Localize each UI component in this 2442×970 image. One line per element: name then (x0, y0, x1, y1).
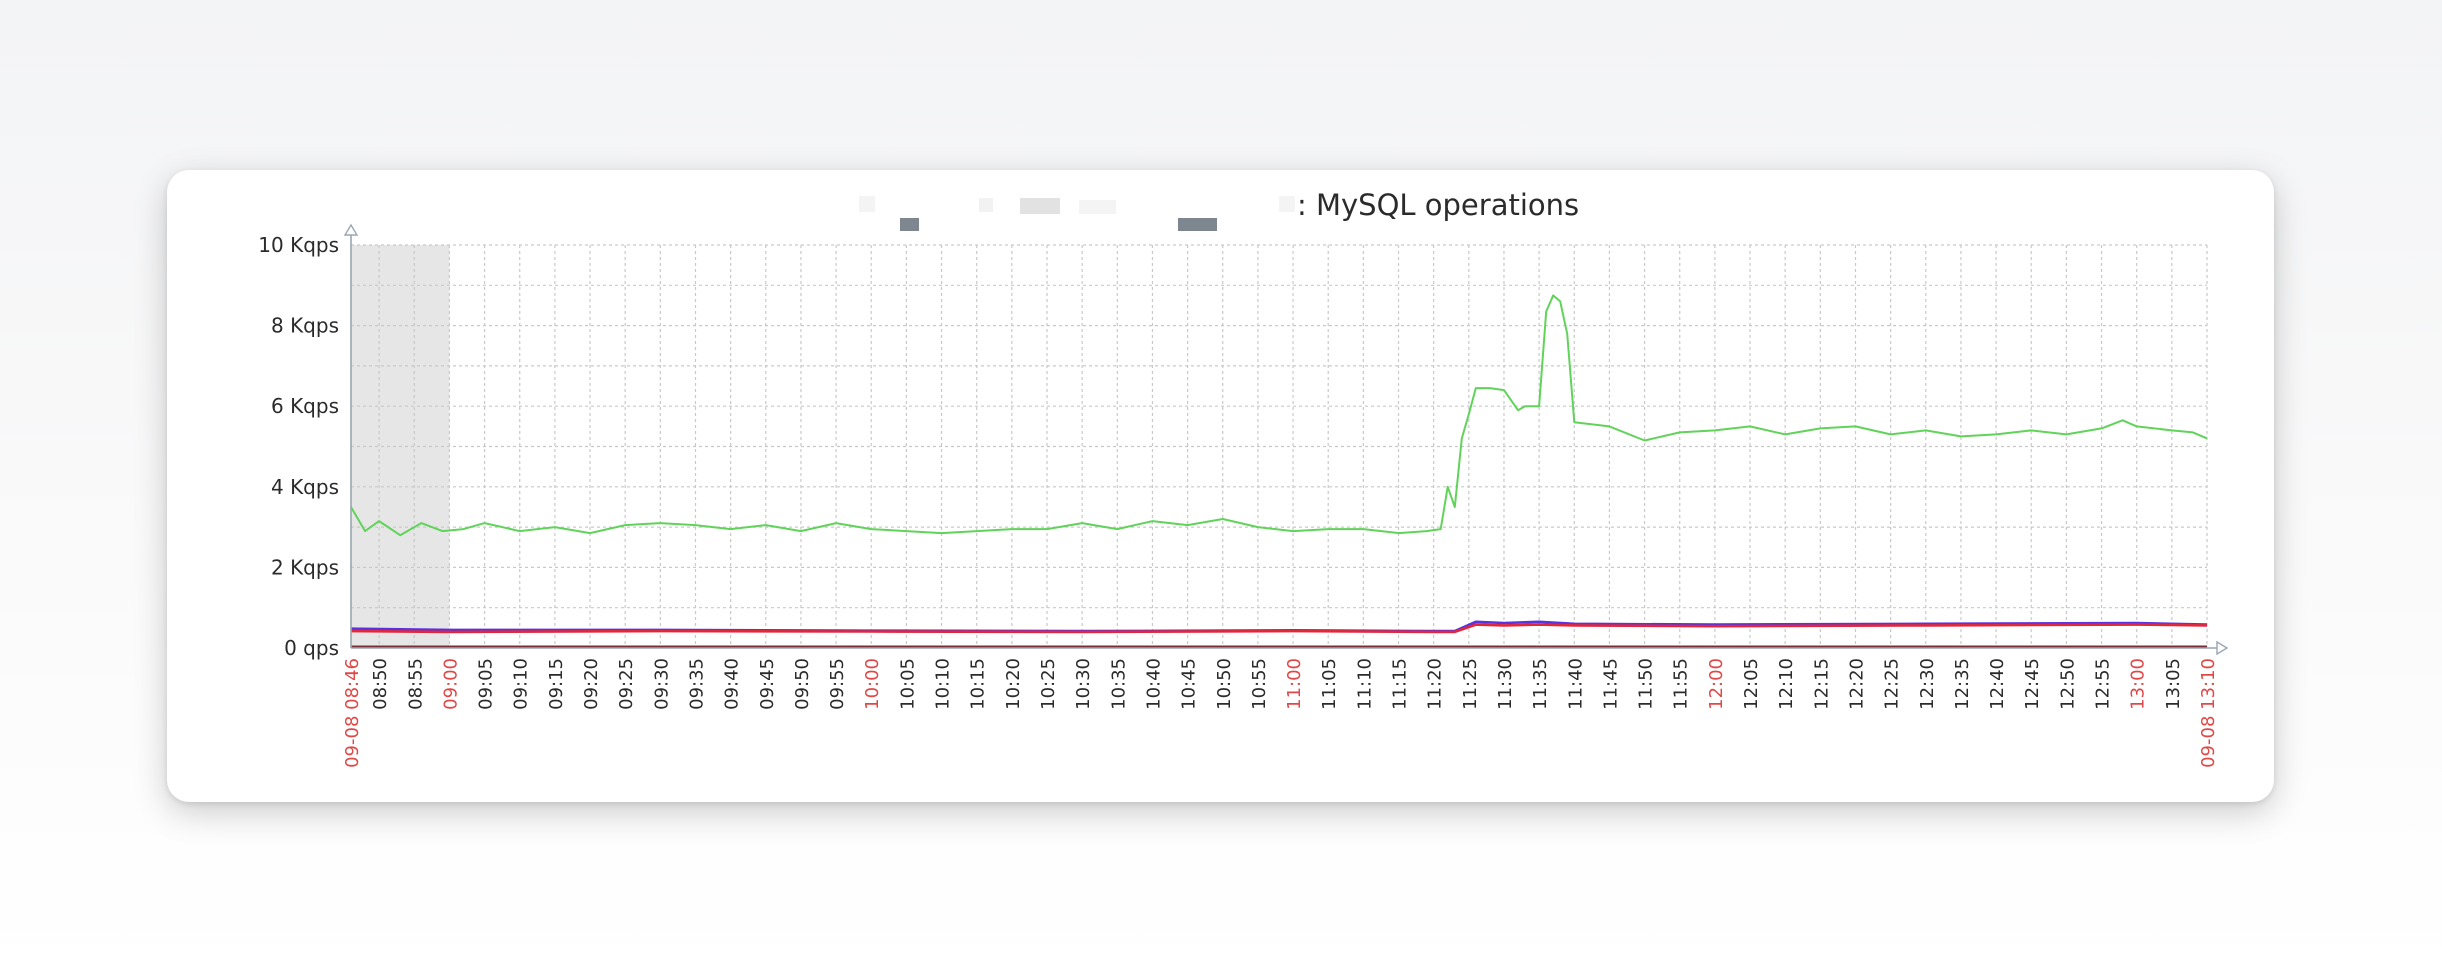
x-tick-label: 09:00 (440, 658, 461, 710)
x-tick-label: 10:15 (968, 658, 989, 710)
grid-y (351, 244, 2207, 609)
x-tick-label: 09-08 08:46 (342, 658, 363, 768)
x-tick-label: 12:15 (1811, 658, 1832, 710)
x-tick-label: 09-08 13:10 (2198, 658, 2219, 768)
x-axis-arrow (2216, 640, 2229, 656)
x-tick-label: 13:05 (2163, 658, 2184, 710)
x-tick-label: 12:00 (1706, 658, 1727, 710)
x-tick-label: 11:10 (1354, 658, 1375, 710)
y-tick-label: 10 Kqps (258, 233, 339, 257)
x-tick-label: 10:20 (1003, 658, 1024, 710)
x-tick-label: 09:10 (511, 658, 532, 710)
mysql-operations-chart: : MySQL operations 0 qps 2 Kqps 4 Kqps 6 Kq… (258, 188, 2229, 768)
x-tick-label: 12:45 (2022, 658, 2043, 710)
x-tick-label: 09:45 (757, 658, 778, 710)
x-tick-label: 11:05 (1319, 658, 1340, 710)
x-tick-label: 10:35 (1108, 658, 1129, 710)
x-tick-label: 11:55 (1671, 658, 1692, 710)
x-tick-label: 13:00 (2128, 658, 2149, 710)
x-tick-label: 12:10 (1776, 658, 1797, 710)
x-tick-label: 09:25 (616, 658, 637, 710)
y-tick-label: 6 Kqps (271, 394, 339, 418)
x-tick-label: 11:30 (1495, 658, 1516, 710)
grid-x (378, 245, 2208, 648)
x-tick-label: 12:35 (1952, 658, 1973, 710)
y-tick-label: 0 qps (284, 636, 339, 660)
x-tick-label: 10:00 (862, 658, 883, 710)
y-tick-label: 8 Kqps (271, 314, 339, 338)
graph-card: : MySQL operations 0 qps 2 Kqps 4 Kqps 6 Kq… (167, 170, 2274, 802)
x-tick-label: 10:30 (1073, 658, 1094, 710)
x-tick-label: 12:55 (2093, 658, 2114, 710)
x-tick-label: 12:50 (2057, 658, 2078, 710)
x-tick-label: 09:50 (792, 658, 813, 710)
y-axis-arrow (343, 223, 359, 236)
x-tick-label: 11:50 (1636, 658, 1657, 710)
x-tick-label: 10:25 (1038, 658, 1059, 710)
x-tick-label: 09:55 (827, 658, 848, 710)
x-tick-label: 10:55 (1249, 658, 1270, 710)
y-tick-label: 4 Kqps (271, 475, 339, 499)
x-tick-label: 11:40 (1565, 658, 1586, 710)
title-redaction (859, 196, 1295, 231)
x-tick-label: 11:45 (1600, 658, 1621, 710)
x-tick-label: 10:50 (1214, 658, 1235, 710)
x-tick-label: 10:40 (1143, 658, 1164, 710)
x-tick-label: 09:35 (686, 658, 707, 710)
x-tick-label: 10:10 (933, 658, 954, 710)
y-tick-labels: 0 qps 2 Kqps 4 Kqps 6 Kqps 8 Kqps 10 Kqps (258, 233, 339, 660)
x-tick-label: 08:55 (405, 658, 426, 710)
x-tick-label: 09:40 (722, 658, 743, 710)
series-line-1 (350, 294, 2208, 537)
series-line-3 (350, 623, 2208, 634)
x-tick-label: 11:35 (1530, 658, 1551, 710)
x-tick-label: 09:15 (546, 658, 567, 710)
x-tick-label: 08:50 (370, 658, 391, 710)
x-tick-label: 10:05 (897, 658, 918, 710)
y-tick-label: 2 Kqps (271, 555, 339, 579)
x-tick-label: 12:20 (1846, 658, 1867, 710)
x-tick-label: 11:25 (1460, 658, 1481, 710)
x-tick-label: 09:20 (581, 658, 602, 710)
x-tick-label: 10:45 (1179, 658, 1200, 710)
series-layer (350, 294, 2208, 649)
x-tick-label: 11:15 (1390, 658, 1411, 710)
x-tick-label: 12:25 (1882, 658, 1903, 710)
x-tick-label: 12:05 (1741, 658, 1762, 710)
x-tick-label: 09:30 (651, 658, 672, 710)
x-tick-label: 12:40 (1987, 658, 2008, 710)
axes (343, 223, 2229, 656)
x-tick-label: 12:30 (1917, 658, 1938, 710)
x-tick-label: 11:00 (1284, 658, 1305, 710)
x-tick-labels: 09-08 08:46 08:50 08:55 09:00 09:05 09:10 09:1… (342, 658, 2219, 768)
x-tick-label: 11:20 (1425, 658, 1446, 710)
chart-title: : MySQL operations (1297, 188, 1579, 222)
x-tick-label: 09:05 (476, 658, 497, 710)
